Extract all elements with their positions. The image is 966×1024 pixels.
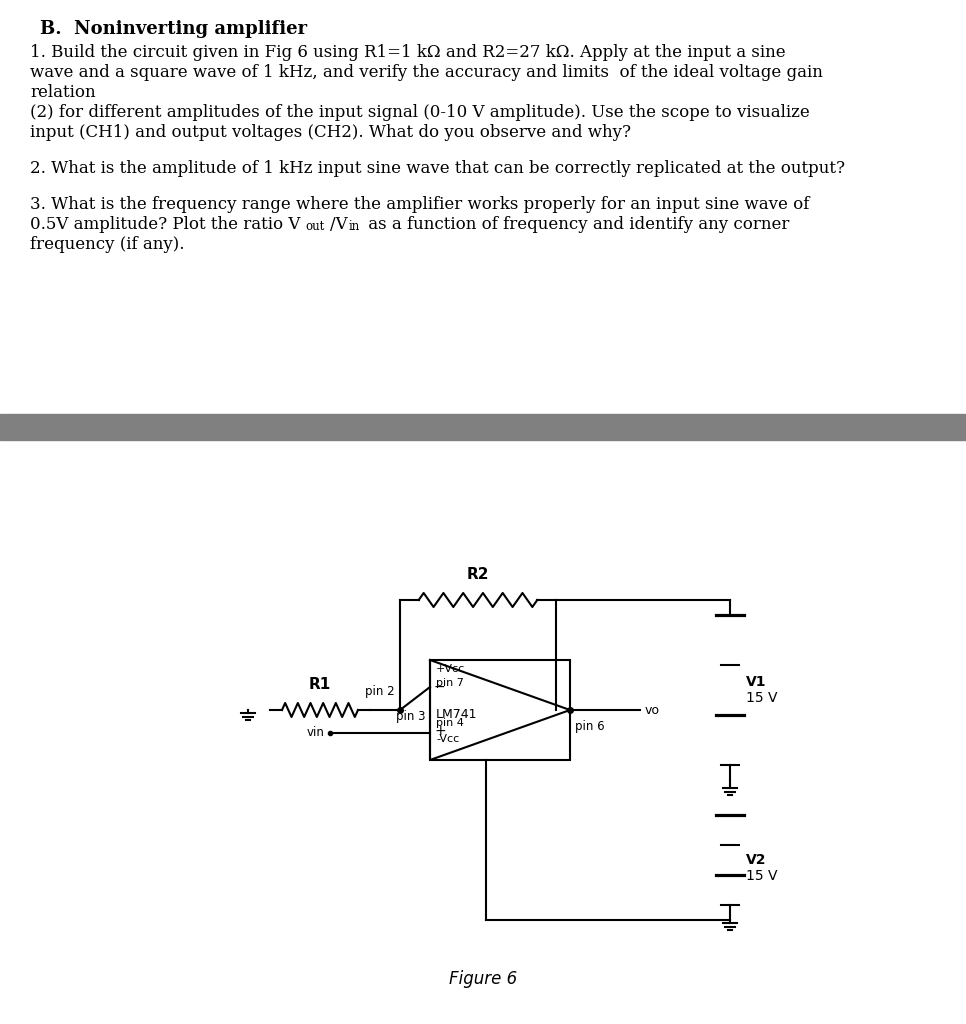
Text: as a function of frequency and identify any corner: as a function of frequency and identify … [363,216,789,233]
Text: pin 3: pin 3 [395,710,425,723]
Text: LM741: LM741 [436,708,477,721]
Text: -Vcc: -Vcc [436,734,459,744]
Text: R1: R1 [309,677,331,692]
Text: (2) for different amplitudes of the input signal (0-10 V amplitude). Use the sco: (2) for different amplitudes of the inpu… [30,104,810,121]
Text: 15 V: 15 V [746,691,778,705]
Text: wave and a square wave of 1 kHz, and verify the accuracy and limits  of the idea: wave and a square wave of 1 kHz, and ver… [30,63,823,81]
Text: −: − [434,680,445,694]
Text: 3. What is the frequency range where the amplifier works properly for an input s: 3. What is the frequency range where the… [30,196,810,213]
Text: +: + [434,724,445,738]
Text: vo: vo [645,703,660,717]
Text: +Vcc: +Vcc [436,664,466,674]
Text: 0.5V amplitude? Plot the ratio V: 0.5V amplitude? Plot the ratio V [30,216,300,233]
Text: 15 V: 15 V [746,868,778,883]
Text: B.  Noninverting amplifier: B. Noninverting amplifier [40,20,307,38]
Text: vin: vin [307,726,325,739]
Text: in: in [349,220,360,233]
Bar [0,414,966,440]
Text: /V: /V [330,216,348,233]
Text: relation: relation [30,84,96,101]
Text: input (CH1) and output voltages (CH2). What do you observe and why?: input (CH1) and output voltages (CH2). W… [30,124,631,141]
Bar [430,660,570,760]
Text: 1. Build the circuit given in Fig 6 using R1=1 kΩ and R2=27 kΩ. Apply at the inp: 1. Build the circuit given in Fig 6 usin… [30,44,785,61]
Text: pin 2: pin 2 [365,685,395,698]
Text: pin 4: pin 4 [436,718,464,728]
Text: V1: V1 [746,675,766,689]
Text: 2. What is the amplitude of 1 kHz input sine wave that can be correctly replicat: 2. What is the amplitude of 1 kHz input … [30,160,845,177]
Text: out: out [305,220,325,233]
Text: pin 6: pin 6 [575,720,605,733]
Text: V2: V2 [746,853,766,866]
Text: Figure 6: Figure 6 [449,970,517,988]
Text: pin 7: pin 7 [436,678,464,688]
Text: frequency (if any).: frequency (if any). [30,236,185,253]
Text: R2: R2 [467,567,489,582]
